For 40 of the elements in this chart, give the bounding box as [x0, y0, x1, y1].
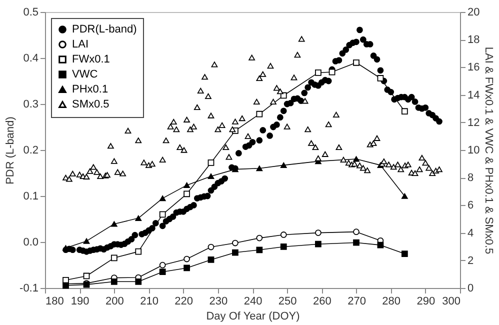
- y2-tick-label: 12: [468, 116, 480, 129]
- y2-tick-label: 2: [468, 254, 474, 267]
- x-tick-label: 270: [348, 296, 366, 308]
- y-tick-label: 0.0: [23, 236, 38, 248]
- legend-label: PHx0.1: [72, 84, 108, 96]
- x-tick-label: 220: [174, 296, 194, 308]
- y-tick-label: 0.3: [23, 98, 38, 110]
- x-tick-label: 200: [105, 296, 124, 308]
- y-tick-label: 0.4: [23, 52, 38, 64]
- y-axis-title: PDR (L-band): [4, 116, 17, 184]
- y2-tick-label: 4: [468, 227, 474, 240]
- y2-tick-label: 20: [468, 6, 480, 18]
- x-tick-label: 300: [442, 296, 460, 308]
- x-tick-label: 180: [46, 296, 64, 308]
- legend-label: VWC: [72, 68, 98, 80]
- legend-label: SMx0.5: [72, 98, 110, 110]
- y2-tick-label: 14: [468, 89, 480, 102]
- x-tick-label: 280: [382, 296, 401, 308]
- y2-tick-label: 0: [468, 282, 474, 294]
- y-tick-label: -0.1: [20, 282, 38, 294]
- y-tick-label: 0.2: [23, 144, 38, 156]
- x-tick-label: 190: [70, 296, 90, 308]
- x-tick-label: 230: [209, 296, 228, 308]
- y2-tick-label: 18: [468, 34, 480, 46]
- legend-label: LAI: [72, 38, 89, 50]
- y-tick-label: 0.5: [23, 6, 38, 18]
- y2-axis-title: LAI & FWx0.1 & VWC & PHx0.1 & SMx0.5: [482, 46, 495, 254]
- x-tick-label: 240: [244, 296, 262, 308]
- y2-tick-label: 16: [468, 62, 480, 74]
- y2-tick-label: 8: [468, 172, 474, 184]
- x-tick-label: 210: [140, 296, 158, 308]
- x-tick-label: 260: [312, 296, 332, 308]
- legend-label: PDR(L-band): [72, 24, 137, 36]
- y2-tick-label: 10: [468, 144, 480, 156]
- x-tick-label: 250: [278, 296, 297, 308]
- x-axis-title: Day Of Year (DOY): [206, 310, 300, 322]
- y2-tick-label: 6: [468, 200, 474, 212]
- x-tick-label: 290: [416, 296, 436, 308]
- legend-label: FWx0.1: [72, 54, 110, 66]
- y-tick-label: 0.1: [23, 190, 38, 202]
